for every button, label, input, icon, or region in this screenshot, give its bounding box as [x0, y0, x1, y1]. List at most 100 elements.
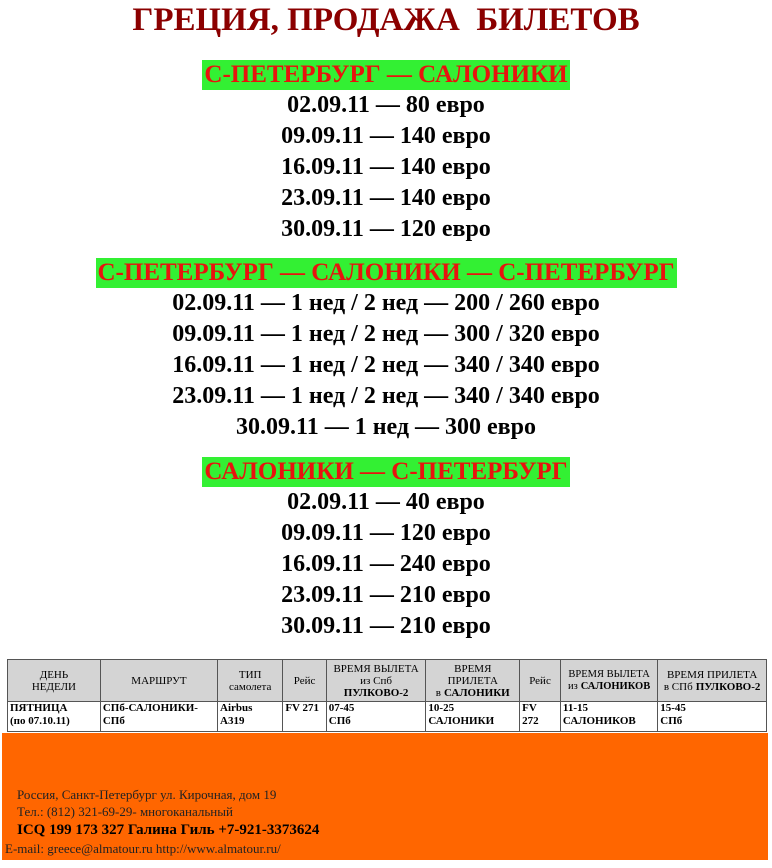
data-cell: Airbus A319 — [217, 701, 284, 732]
cell-text: СПб-САЛОНИКИ- — [102, 702, 198, 714]
cell-text: САЛОНИКОВ — [580, 680, 651, 692]
data-cell: СПб-САЛОНИКИ- СПб — [99, 701, 219, 732]
header-cell: Рейс — [282, 659, 327, 702]
contact-line: E-mail: greece@almatour.ru http://www.al… — [5, 841, 281, 856]
cell-line: Рейс — [521, 675, 559, 687]
price-line: 23.09.11 — 1 нед / 2 нед — 340 / 340 евр… — [172, 383, 600, 409]
cell-text: СПб — [328, 715, 351, 727]
cell-line: ВРЕМЯ — [427, 663, 518, 675]
cell-line: A319 — [220, 715, 280, 728]
price-line: 02.09.11 — 80 евро — [287, 92, 485, 118]
cell-line: САЛОНИКОВ — [563, 715, 655, 728]
cell-line: 11-15 — [563, 702, 655, 715]
data-cell: ПЯТНИЦА (по 07.10.11) — [7, 701, 101, 732]
cell-text: в — [435, 686, 441, 699]
cell-line: в СПб ПУЛКОВО-2 — [659, 681, 765, 693]
cell-text: НЕДЕЛИ — [31, 680, 76, 693]
cell-line: ПРИЛЕТА — [427, 675, 518, 687]
price-section: С-ПЕТЕРБУРГ — САЛОНИКИ — С-ПЕТЕРБУРГ 02.0… — [0, 258, 772, 443]
cell-line: из Спб — [328, 675, 425, 687]
cell-text: (по 07.10.11) — [10, 715, 70, 727]
cell-line: 07-45 — [329, 702, 424, 715]
cell-line: СПб-САЛОНИКИ- — [103, 702, 215, 715]
cell-text: FV — [522, 702, 537, 714]
cell-line: 272 — [522, 715, 558, 728]
cell-line: СПб — [329, 715, 424, 728]
price-line: 02.09.11 — 40 евро — [287, 489, 485, 515]
header-cell: ТИП самолета — [217, 659, 284, 702]
cell-line: (по 07.10.11) — [10, 715, 98, 728]
header-cell: ВРЕМЯ ПРИЛЕТА в СПб ПУЛКОВО-2 — [657, 659, 767, 702]
cell-text: 10-25 — [428, 702, 455, 714]
cell-text: ПЯТНИЦА — [10, 702, 68, 714]
data-cell: 10-25 САЛОНИКИ — [425, 701, 521, 732]
header-cell: ВРЕМЯ ПРИЛЕТА в САЛОНИКИ — [425, 659, 521, 702]
section-heading: С-ПЕТЕРБУРГ — САЛОНИКИ — С-ПЕТЕРБУРГ — [95, 258, 677, 288]
contact-line: Тел.: (812) 321-69-29- многоканальный — [17, 804, 233, 819]
cell-line: 10-25 — [428, 702, 517, 715]
data-cell: 07-45 СПб — [325, 701, 427, 732]
data-row: ПЯТНИЦА (по 07.10.11) СПб-САЛОНИКИ- СПб Airb… — [7, 701, 767, 732]
cell-text: из Спб — [360, 674, 392, 687]
cell-text: в СПб — [663, 680, 693, 693]
cell-line: FV 271 — [285, 702, 323, 715]
price-line: 23.09.11 — 140 евро — [281, 185, 491, 211]
price-line: 16.09.11 — 1 нед / 2 нед — 340 / 340 евр… — [172, 352, 600, 378]
cell-line: СПб — [660, 715, 764, 728]
cell-text: МАРШРУТ — [131, 674, 187, 687]
price-line: 16.09.11 — 140 евро — [281, 154, 491, 180]
cell-text: самолета — [228, 680, 272, 693]
cell-text: A319 — [220, 715, 245, 727]
price-line: 30.09.11 — 120 евро — [281, 216, 491, 242]
cell-text: ТИП — [238, 668, 262, 681]
cell-line: МАРШРУТ — [102, 675, 216, 687]
cell-line: в САЛОНИКИ — [427, 687, 518, 699]
cell-text: СПб — [102, 715, 125, 727]
cell-text: 15-45 — [660, 702, 686, 714]
cell-line: самолета — [219, 681, 281, 693]
contacts: Россия, Санкт-Петербург ул. Кирочная, до… — [5, 786, 319, 857]
cell-line: FV — [522, 702, 558, 715]
price-line: 16.09.11 — 240 евро — [281, 551, 491, 577]
price-section: С-ПЕТЕРБУРГ — САЛОНИКИ 02.09.11 — 80 евро… — [0, 60, 772, 245]
contact-line: Россия, Санкт-Петербург ул. Кирочная, до… — [17, 787, 277, 802]
price-line: 09.09.11 — 1 нед / 2 нед — 300 / 320 евр… — [172, 321, 600, 347]
cell-text: ВРЕМЯ ПРИЛЕТА — [666, 668, 758, 681]
cell-line: из САЛОНИКОВ — [562, 681, 656, 693]
cell-line: Рейс — [284, 675, 324, 687]
cell-line: ТИП — [219, 669, 281, 681]
cell-text: ВРЕМЯ — [454, 662, 492, 675]
cell-line: ПУЛКОВО-2 — [328, 687, 425, 699]
cell-text: ПРИЛЕТА — [447, 674, 498, 687]
price-line: 30.09.11 — 210 евро — [281, 613, 491, 639]
data-cell: FV 271 — [282, 701, 327, 732]
price-line: 09.09.11 — 120 евро — [281, 520, 491, 546]
cell-line: ДЕНЬ — [9, 669, 99, 681]
cell-text: Airbus — [220, 702, 253, 714]
cell-text: Рейс — [293, 674, 316, 687]
header-cell: ДЕНЬ НЕДЕЛИ — [7, 659, 101, 702]
cell-text: Рейс — [529, 674, 551, 687]
cell-line: САЛОНИКИ — [428, 715, 517, 728]
page-title: ГРЕЦИЯ, ПРОДАЖА БИЛЕТОВ — [132, 2, 640, 38]
header-cell: ВРЕМЯ ВЫЛЕТА из Спб ПУЛКОВО-2 — [325, 659, 427, 702]
header-cell: ВРЕМЯ ВЫЛЕТА из САЛОНИКОВ — [559, 659, 659, 702]
cell-line: СПб — [103, 715, 215, 728]
cell-text: 07-45 — [328, 702, 355, 714]
cell-text: ПУЛКОВО-2 — [695, 680, 761, 693]
cell-text: ВРЕМЯ ВЫЛЕТА — [333, 662, 419, 675]
cell-text: ДЕНЬ — [39, 668, 69, 681]
contact-box — [2, 733, 768, 860]
price-line: 09.09.11 — 140 евро — [281, 123, 491, 149]
data-cell: 15-45 СПб — [657, 701, 767, 732]
section-heading: САЛОНИКИ — С-ПЕТЕРБУРГ — [202, 457, 570, 487]
cell-line: Airbus — [220, 702, 280, 715]
cell-text: 272 — [522, 715, 539, 727]
price-line: 02.09.11 — 1 нед / 2 нед — 200 / 260 евр… — [172, 290, 600, 316]
header-row: ДЕНЬ НЕДЕЛИ МАРШРУТ ТИП самолета Рейс ВРЕМЯ ВЫ… — [7, 659, 767, 702]
cell-text: СПб — [660, 715, 683, 727]
cell-text: из — [567, 680, 578, 692]
cell-line: ВРЕМЯ ВЫЛЕТА — [328, 663, 425, 675]
cell-text: ПУЛКОВО-2 — [343, 686, 409, 699]
